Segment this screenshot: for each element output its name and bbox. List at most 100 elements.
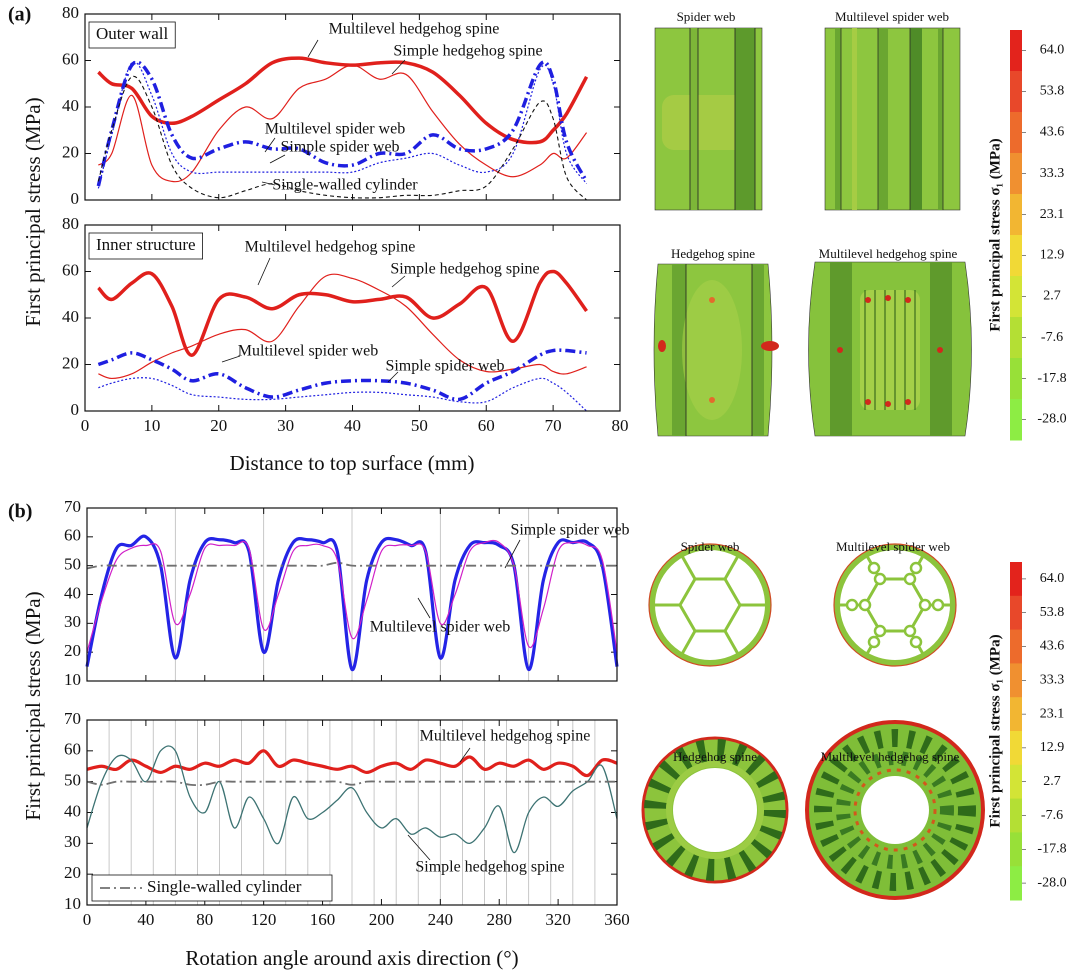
y-tick-label: 50 — [64, 771, 81, 790]
colorbar-tick-label: 2.7 — [1043, 289, 1061, 304]
series-callout: Multilevel spider web — [238, 343, 378, 360]
y-tick-label: 80 — [62, 3, 79, 22]
y-axis-label: First principal stress (MPa) — [21, 97, 45, 326]
series-callout: Multilevel spider web — [265, 121, 405, 138]
image-caption: Spider web — [681, 539, 740, 554]
x-tick-label: 120 — [251, 910, 277, 929]
colorbar-band — [1010, 276, 1022, 318]
x-tick-label: 320 — [545, 910, 571, 929]
image-caption: Multilevel spider web — [835, 9, 949, 24]
colorbar-band — [1010, 30, 1022, 72]
colorbar-tick-label: -28.0 — [1037, 412, 1066, 427]
colorbar-band — [1010, 697, 1022, 731]
x-tick-label: 80 — [612, 416, 629, 435]
colorbar-band — [1010, 399, 1022, 441]
x-tick-label: 280 — [486, 910, 512, 929]
x-tick-label: 200 — [369, 910, 395, 929]
y-tick-label: 0 — [71, 189, 80, 208]
x-tick-label: 80 — [196, 910, 213, 929]
image-caption: Hedgehog spine — [671, 246, 755, 261]
y-tick-label: 50 — [64, 555, 81, 574]
series-callout: Multilevel hedgehog spine — [245, 239, 416, 256]
panel-label: (a) — [8, 4, 31, 26]
series-callout: Simple spider web — [510, 522, 629, 539]
y-tick-label: 40 — [64, 583, 81, 602]
colorbar-band — [1010, 832, 1022, 866]
colorbar-tick-label: -17.8 — [1037, 842, 1066, 857]
colorbar-title: First principal stress σ₁ (MPa) — [987, 138, 1003, 331]
y-tick-label: 20 — [64, 641, 81, 660]
x-tick-label: 70 — [545, 416, 562, 435]
colorbar-band — [1010, 71, 1022, 113]
x-tick-label: 30 — [277, 416, 294, 435]
y-tick-label: 20 — [62, 142, 79, 161]
series-callout: Multilevel hedgehog spine — [420, 728, 591, 745]
colorbar-tick-label: 2.7 — [1043, 774, 1061, 789]
colorbar-tick-label: 33.3 — [1040, 166, 1065, 181]
legend-label: Single-walled cylinder — [147, 877, 302, 896]
colorbar-band — [1010, 562, 1022, 596]
y-tick-label: 60 — [62, 49, 79, 68]
series-callout: Multilevel hedgehog spine — [329, 21, 500, 38]
colorbar-tick-label: 53.8 — [1040, 84, 1065, 99]
y-tick-label: 10 — [64, 894, 81, 913]
x-tick-label: 60 — [478, 416, 495, 435]
x-tick-label: 240 — [428, 910, 454, 929]
colorbar-band — [1010, 866, 1022, 900]
colorbar-tick-label: 23.1 — [1040, 706, 1065, 721]
x-axis-label: Rotation angle around axis direction (°) — [185, 946, 518, 970]
image-caption: Spider web — [677, 9, 736, 24]
y-tick-label: 80 — [62, 214, 79, 233]
series-line — [98, 274, 586, 378]
colorbar-tick-label: -7.6 — [1041, 808, 1063, 823]
colorbar-band — [1010, 358, 1022, 400]
x-tick-label: 20 — [210, 416, 227, 435]
y-tick-label: 40 — [62, 96, 79, 115]
x-tick-label: 160 — [310, 910, 336, 929]
annotation: Inner structure — [96, 235, 196, 254]
y-tick-label: 20 — [64, 863, 81, 882]
x-tick-label: 50 — [411, 416, 428, 435]
colorbar-tick-label: 43.6 — [1040, 125, 1065, 140]
series-callout: Simple hedgehog spine — [393, 43, 542, 60]
x-tick-label: 40 — [137, 910, 154, 929]
figure: (a) (b) 0 20 40 60 80 Multilevel hedgehog spine… — [0, 0, 1073, 977]
colorbar-band — [1010, 235, 1022, 277]
colorbar-band — [1010, 194, 1022, 236]
image-caption: Hedgehog spine — [673, 749, 757, 764]
colorbar-tick-label: -28.0 — [1037, 875, 1066, 890]
y-tick-label: 30 — [64, 832, 81, 851]
x-tick-label: 0 — [83, 910, 92, 929]
callout-leader — [308, 40, 318, 57]
series-callout: Single-walled cylinder — [272, 177, 418, 194]
y-tick-label: 60 — [62, 260, 79, 279]
colorbar-band — [1010, 799, 1022, 833]
colorbar-tick-label: 23.1 — [1040, 207, 1065, 222]
y-tick-label: 0 — [71, 400, 80, 419]
callout-leader — [418, 598, 430, 618]
colorbar-band — [1010, 765, 1022, 799]
colorbar-band — [1010, 153, 1022, 195]
x-tick-label: 0 — [81, 416, 90, 435]
y-tick-label: 70 — [64, 709, 81, 728]
colorbar-tick-label: 43.6 — [1040, 639, 1065, 654]
colorbar-tick-label: -17.8 — [1037, 371, 1066, 386]
colorbar-band — [1010, 630, 1022, 664]
x-axis-label: Distance to top surface (mm) — [230, 451, 475, 475]
y-tick-label: 60 — [64, 740, 81, 759]
callout-leader — [408, 835, 430, 860]
colorbar-band — [1010, 112, 1022, 154]
colorbar-tick-label: 12.9 — [1040, 248, 1065, 263]
y-tick-label: 40 — [62, 307, 79, 326]
series-callout: Simple hedgehog spine — [415, 859, 564, 876]
series-callout: Simple spider web — [385, 358, 504, 375]
y-tick-label: 70 — [64, 497, 81, 516]
image-caption: Multilevel spider web — [836, 539, 950, 554]
colorbar-tick-label: 64.0 — [1040, 43, 1065, 58]
image-caption: Multilevel hedgehog spine — [819, 246, 958, 261]
y-tick-label: 60 — [64, 526, 81, 545]
colorbar-band — [1010, 596, 1022, 630]
colorbar-band — [1010, 731, 1022, 765]
colorbar-tick-label: -7.6 — [1041, 330, 1063, 345]
panel-label: (b) — [8, 501, 32, 523]
